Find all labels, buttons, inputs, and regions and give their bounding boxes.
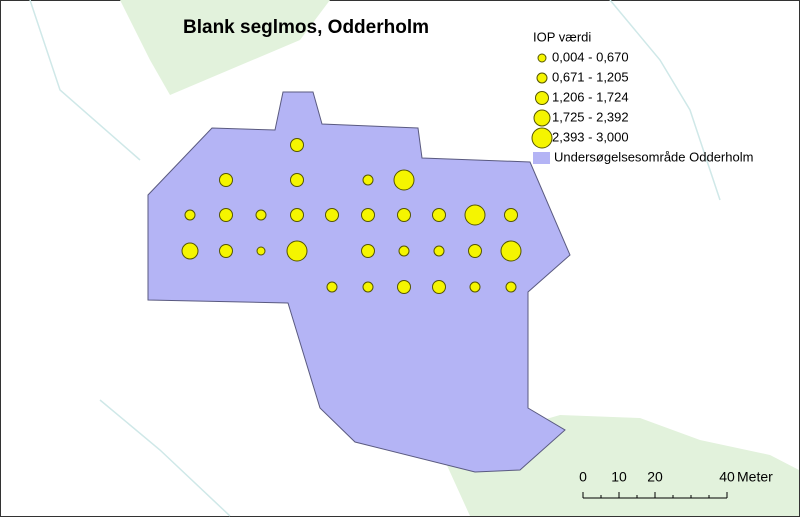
road-line	[609, 0, 721, 201]
sample-point	[256, 246, 266, 256]
scale-label: 0	[579, 469, 587, 485]
sample-point	[469, 281, 481, 293]
sample-point	[255, 209, 267, 221]
study-area	[147, 91, 571, 473]
sample-point	[432, 280, 446, 294]
sample-point	[361, 208, 375, 222]
road-line	[29, 0, 141, 161]
sample-point	[290, 173, 304, 187]
legend-symbol	[536, 72, 548, 84]
sample-point	[468, 244, 482, 258]
sample-point	[219, 244, 233, 258]
sample-point	[361, 244, 375, 258]
sample-point	[219, 173, 233, 187]
sample-point	[290, 208, 304, 222]
sample-point	[500, 240, 522, 262]
map-title: Blank seglmos, Odderholm	[183, 17, 429, 38]
legend-swatch	[533, 152, 550, 164]
legend-label: 1,206 - 1,724	[552, 89, 629, 104]
sample-point	[181, 242, 199, 260]
sample-point	[184, 209, 196, 221]
sample-point	[432, 208, 446, 222]
sample-point	[325, 208, 339, 222]
sample-point	[362, 281, 374, 293]
sample-point	[362, 174, 374, 186]
legend-symbol	[531, 127, 553, 149]
scale-label: 10	[611, 469, 627, 485]
sample-point	[290, 138, 304, 152]
scale-bar: 0 10 20 40 Meter	[579, 469, 773, 499]
legend-label: 0,671 - 1,205	[552, 69, 629, 84]
sample-point	[326, 281, 338, 293]
sample-point	[397, 208, 411, 222]
legend-label: 1,725 - 2,392	[552, 109, 629, 124]
sample-point	[397, 280, 411, 294]
scale-label: 20	[647, 469, 663, 485]
sample-point	[219, 208, 233, 222]
legend-symbol	[535, 91, 549, 105]
scale-unit: Meter	[737, 469, 773, 485]
sample-point	[433, 245, 445, 257]
legend-label: 0,004 - 0,670	[552, 49, 629, 64]
legend-label: 2,393 - 3,000	[552, 129, 629, 144]
sample-point	[398, 245, 410, 257]
sample-point	[464, 204, 486, 226]
legend-title: IOP værdi	[533, 29, 591, 44]
road-line	[99, 399, 231, 517]
sample-points	[181, 138, 522, 294]
green-area	[120, 0, 330, 95]
sample-point	[505, 281, 517, 293]
sample-point	[504, 208, 518, 222]
legend-symbol	[537, 53, 547, 63]
sample-point	[393, 169, 415, 191]
scale-label: 40	[719, 469, 735, 485]
sample-point	[286, 240, 308, 262]
legend-symbol	[533, 109, 551, 127]
legend-label: Undersøgelsesområde Odderholm	[554, 149, 753, 164]
legend: 0,004 - 0,670 0,671 - 1,205 1,206 - 1,724 1…	[531, 49, 753, 164]
